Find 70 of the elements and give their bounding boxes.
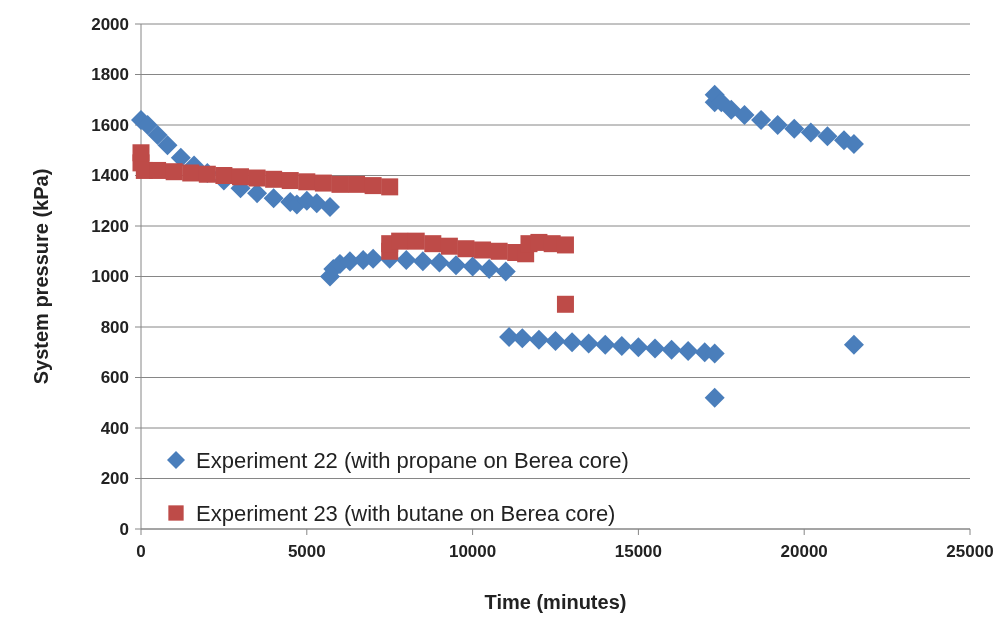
x-axis-title: Time (minutes) bbox=[484, 591, 627, 613]
point bbox=[556, 236, 574, 254]
y-tick-label: 1600 bbox=[91, 115, 129, 135]
y-tick-label: 400 bbox=[100, 418, 129, 438]
point bbox=[578, 333, 599, 354]
y-tick-label: 1400 bbox=[91, 166, 129, 186]
point bbox=[331, 175, 349, 193]
x-tick-label: 15000 bbox=[614, 542, 663, 561]
y-tick-label: 2000 bbox=[91, 14, 129, 34]
point bbox=[495, 261, 516, 282]
x-tick-label: 20000 bbox=[780, 542, 828, 561]
point bbox=[298, 173, 316, 191]
point bbox=[595, 334, 616, 355]
point bbox=[528, 329, 549, 350]
point bbox=[545, 330, 566, 351]
legend-label: Experiment 23 (with butane on Berea core) bbox=[196, 500, 616, 526]
point bbox=[429, 252, 450, 273]
x-tick-label: 25000 bbox=[946, 542, 994, 561]
point bbox=[165, 163, 183, 181]
y-axis-title: System pressure (kPa) bbox=[30, 168, 52, 385]
y-tick-label: 800 bbox=[100, 317, 129, 337]
x-tick-label: 5000 bbox=[287, 542, 326, 561]
x-tick-label: 10000 bbox=[448, 542, 497, 561]
point bbox=[556, 295, 574, 313]
point bbox=[734, 104, 755, 125]
point bbox=[767, 115, 788, 135]
point bbox=[314, 174, 332, 192]
point bbox=[457, 240, 475, 258]
point bbox=[440, 237, 458, 255]
y-tick-label: 1200 bbox=[91, 216, 129, 236]
point bbox=[396, 250, 417, 271]
point bbox=[265, 170, 283, 188]
point bbox=[512, 328, 533, 349]
point bbox=[281, 172, 299, 190]
point bbox=[817, 126, 838, 147]
point bbox=[661, 339, 682, 360]
point bbox=[381, 178, 399, 196]
point bbox=[721, 99, 742, 120]
point bbox=[462, 256, 483, 277]
point bbox=[147, 125, 168, 146]
point bbox=[784, 118, 805, 139]
point bbox=[611, 335, 632, 356]
point bbox=[320, 197, 341, 218]
point bbox=[263, 188, 284, 209]
point bbox=[490, 242, 508, 260]
y-tick-label: 1000 bbox=[91, 267, 129, 287]
y-tick-label: 1800 bbox=[91, 65, 129, 85]
legend-label: Experiment 22 (with propane on Berea core) bbox=[196, 447, 629, 473]
point bbox=[407, 232, 425, 250]
point bbox=[364, 177, 382, 195]
point bbox=[751, 109, 772, 130]
point bbox=[424, 235, 442, 253]
point bbox=[628, 337, 649, 358]
point bbox=[248, 169, 266, 187]
y-tick-label: 600 bbox=[100, 368, 129, 388]
point bbox=[215, 167, 233, 184]
point bbox=[644, 338, 665, 359]
point bbox=[678, 340, 699, 361]
y-tick-label: 0 bbox=[119, 519, 129, 539]
x-tick-label: 0 bbox=[136, 542, 146, 561]
point bbox=[843, 334, 864, 355]
point bbox=[800, 122, 821, 143]
point bbox=[446, 255, 467, 276]
point bbox=[157, 135, 178, 156]
point bbox=[704, 387, 725, 408]
point bbox=[412, 251, 433, 272]
point bbox=[182, 164, 200, 182]
point bbox=[479, 258, 500, 279]
point bbox=[562, 332, 583, 353]
y-tick-label: 200 bbox=[100, 469, 129, 489]
